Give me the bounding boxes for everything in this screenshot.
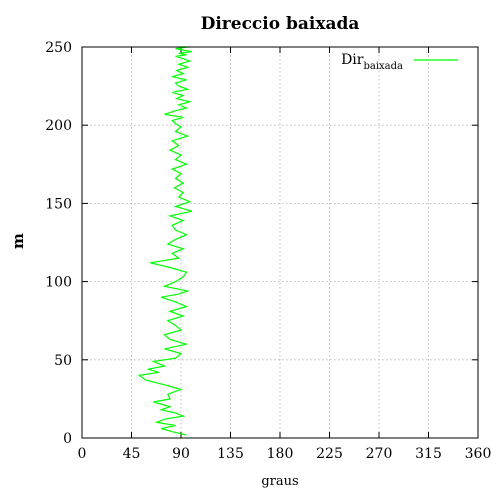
x-tick-label: 315 bbox=[415, 446, 442, 462]
grid bbox=[82, 47, 478, 438]
y-tick-label: 150 bbox=[45, 196, 72, 212]
legend: Dirbaixada bbox=[341, 52, 458, 72]
y-tick-label: 200 bbox=[45, 118, 72, 134]
x-tick-label: 135 bbox=[217, 446, 244, 462]
x-tick-label: 45 bbox=[123, 446, 141, 462]
legend-label: Dirbaixada bbox=[341, 52, 403, 72]
x-tick-label: 360 bbox=[465, 446, 492, 462]
legend-series-name: Dir bbox=[341, 52, 364, 68]
y-tick-label: 100 bbox=[45, 275, 72, 291]
legend-series-subscript: baixada bbox=[363, 61, 403, 72]
y-tick-label: 50 bbox=[54, 353, 72, 369]
y-tick-label: 0 bbox=[63, 431, 72, 447]
x-axis-label: graus bbox=[261, 474, 298, 489]
y-axis-label: m bbox=[9, 233, 27, 249]
plot-frame bbox=[81, 46, 479, 439]
series-line-dir-baixada bbox=[137, 46, 193, 436]
x-tick-label: 180 bbox=[267, 446, 294, 462]
x-tick-label: 0 bbox=[78, 446, 87, 462]
chart-title: Direccio baixada bbox=[201, 14, 360, 34]
axis-ticks: 0 45 90 135 180 225 270 315 360 0 50 100 150 200 250 bbox=[45, 40, 491, 462]
y-tick-label: 250 bbox=[45, 40, 72, 56]
x-tick-label: 270 bbox=[366, 446, 393, 462]
series-layer bbox=[137, 46, 193, 436]
x-tick-label: 225 bbox=[316, 446, 343, 462]
x-tick-label: 90 bbox=[172, 446, 190, 462]
